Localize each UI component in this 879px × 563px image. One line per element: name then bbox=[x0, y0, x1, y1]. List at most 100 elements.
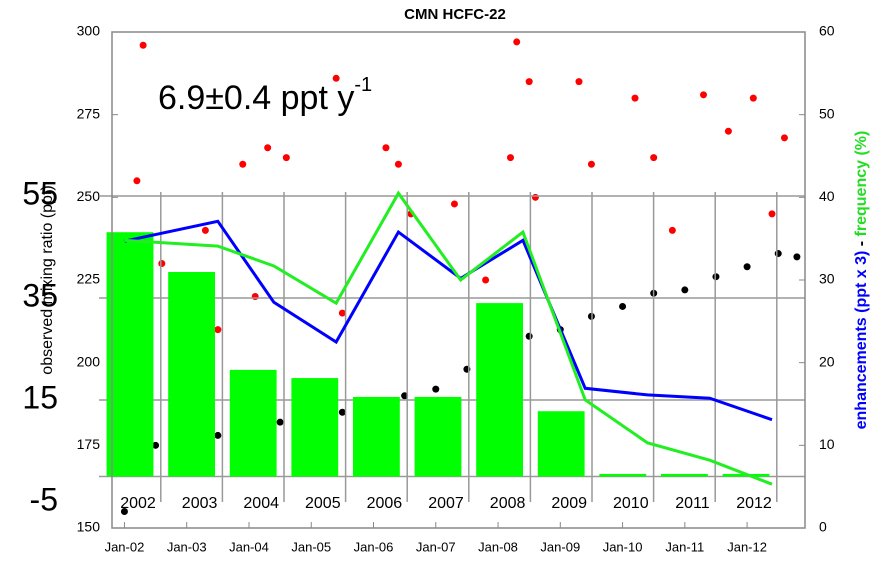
x-category-label: 2007 bbox=[428, 495, 464, 512]
data-point bbox=[251, 293, 259, 301]
data-point bbox=[201, 226, 209, 234]
bar bbox=[660, 473, 708, 477]
data-point bbox=[531, 193, 539, 201]
data-point bbox=[780, 134, 788, 142]
x-tick-label: Jan-09 bbox=[540, 539, 580, 554]
x-category-label: 2006 bbox=[367, 495, 403, 512]
data-point bbox=[749, 94, 757, 102]
overlay-tick-label: -5 bbox=[30, 481, 58, 517]
data-point bbox=[276, 418, 284, 426]
x-tick-label: Jan-06 bbox=[354, 539, 394, 554]
data-point bbox=[394, 160, 402, 168]
bar bbox=[106, 232, 154, 477]
x-category-label: 2009 bbox=[551, 495, 587, 512]
data-point bbox=[133, 177, 141, 185]
y2-tick-label: 60 bbox=[819, 23, 835, 39]
data-point bbox=[214, 431, 222, 439]
x-tick-label: Jan-04 bbox=[229, 539, 269, 554]
bar bbox=[352, 396, 400, 477]
x-tick-label: Jan-02 bbox=[105, 539, 145, 554]
data-point bbox=[774, 250, 782, 258]
overlay-layer: -5 15 35 55 2002 2003 2004 2005 2006 2007 2008 2009… bbox=[22, 175, 805, 517]
data-point bbox=[214, 326, 222, 334]
data-point bbox=[120, 507, 128, 515]
data-point bbox=[631, 94, 639, 102]
x-category-label: 2003 bbox=[182, 495, 218, 512]
data-point bbox=[668, 226, 676, 234]
data-point bbox=[525, 332, 533, 340]
data-point bbox=[482, 276, 490, 284]
series-line bbox=[124, 190, 773, 486]
annotation: 6.9±0.4 ppt y-1 bbox=[158, 74, 372, 117]
overlay-tick-label: 15 bbox=[22, 379, 58, 415]
data-point bbox=[450, 200, 458, 208]
y-tick-label: 275 bbox=[77, 105, 101, 121]
bar bbox=[291, 378, 339, 477]
x-category-label: 2010 bbox=[613, 495, 649, 512]
data-point bbox=[619, 302, 627, 310]
x-category-label: 2002 bbox=[120, 495, 156, 512]
y2-axis-label: enhancements (ppt x 3) - frequency (%) bbox=[853, 131, 870, 430]
data-point bbox=[239, 160, 247, 168]
x-category-label: 2011 bbox=[675, 495, 710, 512]
plot-frame bbox=[111, 31, 806, 529]
data-point bbox=[158, 259, 166, 267]
y2-label-part: enhancements (ppt x 3) bbox=[853, 251, 870, 430]
y2-label-separator: - bbox=[853, 236, 870, 250]
chart-title: CMN HCFC-22 bbox=[404, 6, 506, 23]
data-point bbox=[506, 154, 514, 162]
annotation-superscript: -1 bbox=[354, 74, 372, 96]
y2-label-part: frequency (%) bbox=[853, 131, 870, 237]
bar bbox=[476, 303, 524, 477]
data-point bbox=[724, 127, 732, 135]
data-point bbox=[332, 74, 340, 82]
data-point bbox=[525, 78, 533, 86]
overlay-tick-label: 35 bbox=[22, 277, 58, 313]
x-category-label: 2012 bbox=[736, 495, 772, 512]
x-tick-label: Jan-12 bbox=[727, 539, 767, 554]
x-tick-label: Jan-05 bbox=[291, 539, 331, 554]
bar bbox=[414, 396, 462, 477]
x-category-label: 2005 bbox=[305, 495, 341, 512]
x-tick-label: Jan-03 bbox=[167, 539, 207, 554]
data-point bbox=[338, 408, 346, 416]
y2-tick-label: 10 bbox=[819, 436, 835, 452]
data-point bbox=[575, 78, 583, 86]
y2-tick-label: 20 bbox=[819, 353, 835, 369]
overlay-tick-label: 55 bbox=[22, 175, 58, 211]
bar bbox=[229, 369, 277, 477]
x-tick-label: Jan-10 bbox=[603, 539, 643, 554]
data-point bbox=[282, 154, 290, 162]
x-category-label: 2008 bbox=[490, 495, 526, 512]
data-point bbox=[768, 210, 776, 218]
data-point bbox=[432, 385, 440, 393]
bar bbox=[599, 473, 647, 477]
data-point bbox=[152, 441, 160, 449]
data-point bbox=[650, 154, 658, 162]
y-tick-label: 300 bbox=[77, 23, 101, 39]
line-layer bbox=[124, 190, 773, 486]
y2-tick-label: 0 bbox=[819, 519, 827, 535]
y-axis-label: observed mixing ratio (ppt) bbox=[39, 185, 56, 374]
data-point bbox=[700, 91, 708, 99]
y2-tick-label: 40 bbox=[819, 188, 835, 204]
x-tick-label: Jan-11 bbox=[665, 539, 704, 554]
y-tick-label: 200 bbox=[77, 353, 101, 369]
data-point bbox=[743, 263, 751, 271]
data-point bbox=[712, 273, 720, 281]
annotation-text: 6.9±0.4 ppt y bbox=[158, 79, 354, 117]
y-tick-label: 150 bbox=[77, 519, 101, 535]
y2-tick-label: 30 bbox=[819, 271, 835, 287]
data-point bbox=[338, 309, 346, 317]
y2-tick-label: 50 bbox=[819, 105, 835, 121]
data-point bbox=[401, 392, 409, 400]
x-tick-label: Jan-07 bbox=[416, 539, 456, 554]
y-tick-label: 250 bbox=[77, 188, 101, 204]
data-point bbox=[382, 144, 390, 152]
data-point bbox=[513, 38, 521, 46]
y-tick-label: 225 bbox=[77, 271, 101, 287]
bar bbox=[168, 271, 216, 477]
bar bbox=[537, 411, 585, 477]
